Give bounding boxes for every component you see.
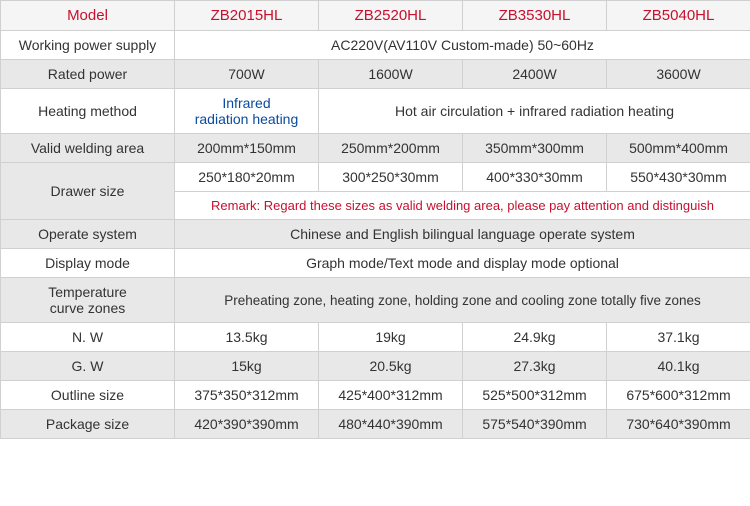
row-outline: Outline size 375*350*312mm 425*400*312mm… bbox=[1, 381, 750, 410]
package-4: 730*640*390mm bbox=[607, 410, 750, 439]
header-col3: ZB3530HL bbox=[463, 1, 607, 31]
row-temp-curve: Temperature curve zones Preheating zone,… bbox=[1, 278, 750, 323]
gw-1: 15kg bbox=[175, 352, 319, 381]
row-heating-method: Heating method Infrared radiation heatin… bbox=[1, 89, 750, 134]
outline-1: 375*350*312mm bbox=[175, 381, 319, 410]
nw-2: 19kg bbox=[319, 323, 463, 352]
label-valid-welding: Valid welding area bbox=[1, 134, 175, 163]
row-power-supply: Working power supply AC220V(AV110V Custo… bbox=[1, 31, 750, 60]
header-col4: ZB5040HL bbox=[607, 1, 750, 31]
heating-method-1-line2: radiation heating bbox=[195, 111, 299, 127]
outline-2: 425*400*312mm bbox=[319, 381, 463, 410]
nw-3: 24.9kg bbox=[463, 323, 607, 352]
valid-welding-2: 250mm*200mm bbox=[319, 134, 463, 163]
label-heating-method: Heating method bbox=[1, 89, 175, 134]
label-package: Package size bbox=[1, 410, 175, 439]
gw-3: 27.3kg bbox=[463, 352, 607, 381]
row-nw: N. W 13.5kg 19kg 24.9kg 37.1kg bbox=[1, 323, 750, 352]
label-temp-curve-line2: curve zones bbox=[50, 300, 125, 316]
label-operate-system: Operate system bbox=[1, 220, 175, 249]
row-gw: G. W 15kg 20.5kg 27.3kg 40.1kg bbox=[1, 352, 750, 381]
value-operate-system: Chinese and English bilingual language o… bbox=[175, 220, 750, 249]
rated-power-4: 3600W bbox=[607, 60, 750, 89]
gw-2: 20.5kg bbox=[319, 352, 463, 381]
rated-power-3: 2400W bbox=[463, 60, 607, 89]
package-2: 480*440*390mm bbox=[319, 410, 463, 439]
value-temp-curve: Preheating zone, heating zone, holding z… bbox=[175, 278, 750, 323]
heating-method-1: Infrared radiation heating bbox=[175, 89, 319, 134]
heating-method-rest: Hot air circulation + infrared radiation… bbox=[319, 89, 750, 134]
spec-table: Model ZB2015HL ZB2520HL ZB3530HL ZB5040H… bbox=[0, 0, 750, 439]
header-row: Model ZB2015HL ZB2520HL ZB3530HL ZB5040H… bbox=[1, 1, 750, 31]
value-power-supply: AC220V(AV110V Custom-made) 50~60Hz bbox=[175, 31, 750, 60]
label-outline: Outline size bbox=[1, 381, 175, 410]
valid-welding-1: 200mm*150mm bbox=[175, 134, 319, 163]
drawer-size-2: 300*250*30mm bbox=[319, 163, 463, 192]
nw-1: 13.5kg bbox=[175, 323, 319, 352]
header-col1: ZB2015HL bbox=[175, 1, 319, 31]
gw-4: 40.1kg bbox=[607, 352, 750, 381]
rated-power-2: 1600W bbox=[319, 60, 463, 89]
drawer-size-3: 400*330*30mm bbox=[463, 163, 607, 192]
row-drawer-size-values: Drawer size 250*180*20mm 300*250*30mm 40… bbox=[1, 163, 750, 192]
label-drawer-size: Drawer size bbox=[1, 163, 175, 220]
valid-welding-3: 350mm*300mm bbox=[463, 134, 607, 163]
package-1: 420*390*390mm bbox=[175, 410, 319, 439]
label-temp-curve: Temperature curve zones bbox=[1, 278, 175, 323]
outline-4: 675*600*312mm bbox=[607, 381, 750, 410]
row-operate-system: Operate system Chinese and English bilin… bbox=[1, 220, 750, 249]
drawer-size-1: 250*180*20mm bbox=[175, 163, 319, 192]
label-power-supply: Working power supply bbox=[1, 31, 175, 60]
drawer-remark: Remark: Regard these sizes as valid weld… bbox=[175, 192, 750, 220]
rated-power-1: 700W bbox=[175, 60, 319, 89]
label-rated-power: Rated power bbox=[1, 60, 175, 89]
heating-method-1-line1: Infrared bbox=[222, 95, 270, 111]
drawer-size-4: 550*430*30mm bbox=[607, 163, 750, 192]
row-valid-welding: Valid welding area 200mm*150mm 250mm*200… bbox=[1, 134, 750, 163]
row-package: Package size 420*390*390mm 480*440*390mm… bbox=[1, 410, 750, 439]
label-display-mode: Display mode bbox=[1, 249, 175, 278]
row-rated-power: Rated power 700W 1600W 2400W 3600W bbox=[1, 60, 750, 89]
label-temp-curve-line1: Temperature bbox=[48, 284, 127, 300]
header-model: Model bbox=[1, 1, 175, 31]
package-3: 575*540*390mm bbox=[463, 410, 607, 439]
valid-welding-4: 500mm*400mm bbox=[607, 134, 750, 163]
row-display-mode: Display mode Graph mode/Text mode and di… bbox=[1, 249, 750, 278]
label-nw: N. W bbox=[1, 323, 175, 352]
header-col2: ZB2520HL bbox=[319, 1, 463, 31]
value-display-mode: Graph mode/Text mode and display mode op… bbox=[175, 249, 750, 278]
label-gw: G. W bbox=[1, 352, 175, 381]
nw-4: 37.1kg bbox=[607, 323, 750, 352]
outline-3: 525*500*312mm bbox=[463, 381, 607, 410]
